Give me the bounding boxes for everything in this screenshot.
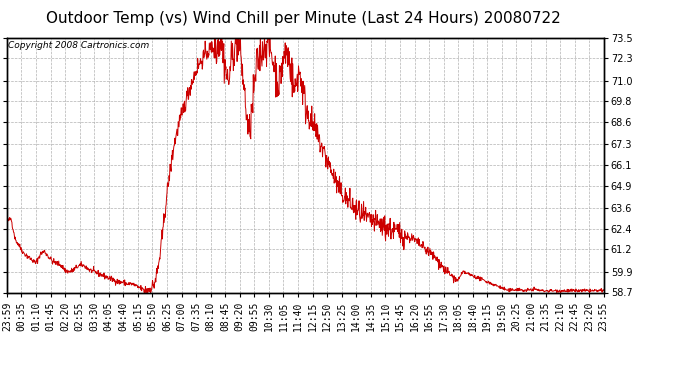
Text: Outdoor Temp (vs) Wind Chill per Minute (Last 24 Hours) 20080722: Outdoor Temp (vs) Wind Chill per Minute … <box>46 11 561 26</box>
Text: Copyright 2008 Cartronics.com: Copyright 2008 Cartronics.com <box>8 41 149 50</box>
